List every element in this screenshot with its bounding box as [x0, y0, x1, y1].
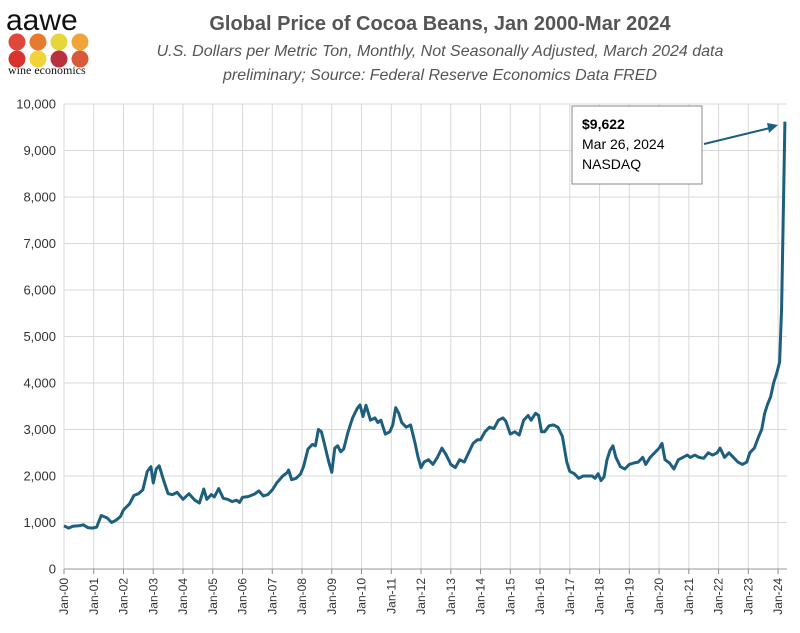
logo-dot	[50, 50, 68, 68]
x-tick-label: Jan-19	[622, 578, 636, 615]
logo: aawe wine economics	[6, 4, 89, 77]
annotation: $9,622 Mar 26, 2024 NASDAQ	[571, 105, 778, 185]
x-tick-label: Jan-04	[176, 578, 190, 615]
x-tick-label: Jan-08	[295, 578, 309, 615]
y-tick-label: 5,000	[23, 329, 56, 344]
x-tick-label: Jan-18	[593, 578, 607, 615]
logo-text: aawe	[6, 4, 78, 37]
y-tick-label: 0	[49, 562, 56, 577]
x-tick-label: Jan-15	[503, 578, 517, 615]
logo-dot	[71, 50, 89, 68]
y-tick-label: 10,000	[16, 97, 56, 112]
y-tick-label: 4,000	[23, 376, 56, 391]
x-gridlines	[63, 104, 779, 569]
x-tick-label: Jan-24	[771, 578, 785, 615]
x-tick-label: Jan-01	[87, 578, 101, 615]
x-tick-label: Jan-23	[741, 578, 755, 615]
x-tick-label: Jan-20	[652, 578, 666, 615]
annotation-arrowhead	[767, 123, 778, 133]
series-line	[63, 121, 787, 530]
y-tick-label: 9,000	[23, 143, 56, 158]
x-tick-label: Jan-07	[265, 578, 279, 615]
x-tick-label: Jan-05	[206, 578, 220, 615]
annotation-arrow	[703, 127, 771, 145]
y-axis-ticks: 0 1,000 2,000 3,000 4,000 5,000 6,000 7,000 8,00…	[16, 97, 56, 577]
annotation-source: NASDAQ	[582, 156, 641, 172]
x-tick-label: Jan-13	[444, 578, 458, 615]
y-tick-label: 8,000	[23, 190, 56, 205]
x-tick-label: Jan-22	[712, 578, 726, 615]
x-axis-ticks: Jan-00 Jan-01 Jan-02 Jan-03 Jan-04 Jan-05 Jan-…	[57, 569, 785, 615]
x-tick-label: Jan-03	[146, 578, 160, 615]
x-tick-label: Jan-02	[117, 578, 131, 615]
chart-subtitle-line-2: preliminary; Source: Federal Reserve Eco…	[222, 67, 657, 84]
chart-title: Global Price of Cocoa Beans, Jan 2000-Ma…	[209, 13, 671, 35]
x-tick-label: Jan-10	[355, 578, 369, 615]
logo-dots	[8, 33, 89, 68]
annotation-date: Mar 26, 2024	[582, 136, 665, 152]
logo-dot	[29, 50, 47, 68]
y-tick-label: 6,000	[23, 283, 56, 298]
x-tick-label: Jan-12	[414, 578, 428, 615]
x-tick-label: Jan-17	[563, 578, 577, 615]
logo-dot	[50, 33, 68, 51]
x-tick-label: Jan-06	[236, 578, 250, 615]
annotation-box	[571, 105, 703, 185]
chart-subtitle-line-1: U.S. Dollars per Metric Ton, Monthly, No…	[157, 43, 724, 60]
annotation-value: $9,622	[582, 116, 625, 132]
y-tick-label: 2,000	[23, 469, 56, 484]
logo-dot	[8, 33, 26, 51]
x-tick-label: Jan-09	[325, 578, 339, 615]
y-tick-label: 1,000	[23, 515, 56, 530]
x-tick-label: Jan-00	[57, 578, 71, 615]
logo-dot	[8, 50, 26, 68]
x-tick-label: Jan-21	[682, 578, 696, 615]
x-tick-label: Jan-11	[384, 578, 398, 614]
logo-subtitle: wine economics	[8, 63, 86, 77]
x-tick-label: Jan-16	[533, 578, 547, 615]
x-tick-label: Jan-14	[474, 578, 488, 615]
logo-dot	[29, 33, 47, 51]
y-tick-label: 3,000	[23, 422, 56, 437]
logo-dot	[71, 33, 89, 51]
y-tick-label: 7,000	[23, 236, 56, 251]
